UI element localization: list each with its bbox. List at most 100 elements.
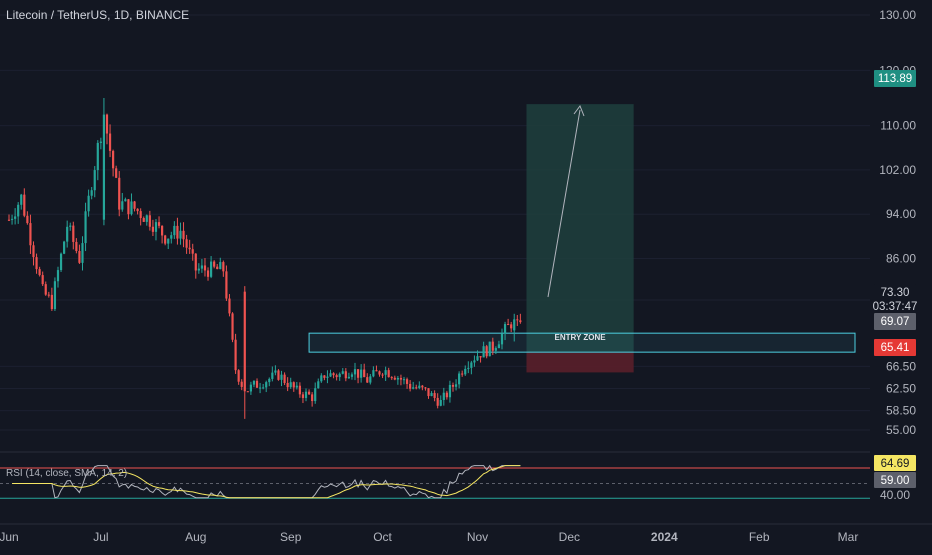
candle-body[interactable] xyxy=(102,114,106,220)
candle-body[interactable] xyxy=(317,381,320,389)
candle-body[interactable] xyxy=(494,348,497,351)
candle-body[interactable] xyxy=(314,388,317,402)
candle-body[interactable] xyxy=(350,374,354,377)
candle-body[interactable] xyxy=(213,261,216,267)
candle-body[interactable] xyxy=(14,216,17,219)
candle-body[interactable] xyxy=(353,369,357,375)
candle-body[interactable] xyxy=(38,269,41,276)
candle-body[interactable] xyxy=(402,379,406,381)
candle-body[interactable] xyxy=(72,225,75,242)
candle-body[interactable] xyxy=(500,333,504,345)
candle-body[interactable] xyxy=(467,367,470,369)
candle-body[interactable] xyxy=(66,226,69,242)
candle-body[interactable] xyxy=(258,387,262,389)
candle-body[interactable] xyxy=(127,199,130,215)
candle-body[interactable] xyxy=(148,215,151,227)
candle-body[interactable] xyxy=(292,382,295,388)
candle-body[interactable] xyxy=(304,391,308,398)
candle-body[interactable] xyxy=(451,384,455,387)
candle-body[interactable] xyxy=(442,392,445,400)
candle-body[interactable] xyxy=(10,218,14,220)
candle-body[interactable] xyxy=(26,215,29,224)
rsi-sma-line[interactable] xyxy=(12,465,521,499)
candle-body[interactable] xyxy=(516,319,519,321)
candle-body[interactable] xyxy=(381,374,384,376)
candle-body[interactable] xyxy=(59,253,63,271)
candle-body[interactable] xyxy=(427,388,430,397)
candle-body[interactable] xyxy=(369,376,372,383)
candle-body[interactable] xyxy=(375,370,378,372)
candle-body[interactable] xyxy=(280,374,283,380)
candle-body[interactable] xyxy=(311,394,314,402)
candle-body[interactable] xyxy=(84,211,87,244)
candle-body[interactable] xyxy=(479,356,482,358)
candle-body[interactable] xyxy=(108,133,112,151)
candle-body[interactable] xyxy=(203,265,207,271)
candle-body[interactable] xyxy=(454,384,458,387)
candle-body[interactable] xyxy=(44,284,47,295)
candle-body[interactable] xyxy=(268,378,271,383)
candle-body[interactable] xyxy=(179,230,182,239)
candle-body[interactable] xyxy=(274,370,277,373)
candle-body[interactable] xyxy=(50,294,53,310)
candle-body[interactable] xyxy=(32,245,35,258)
candle-body[interactable] xyxy=(63,241,66,254)
candle-body[interactable] xyxy=(35,257,38,270)
candle-body[interactable] xyxy=(262,387,265,389)
candle-body[interactable] xyxy=(347,376,350,379)
candle-body[interactable] xyxy=(286,382,289,388)
candle-body[interactable] xyxy=(473,360,476,363)
candle-body[interactable] xyxy=(378,371,381,375)
candle-body[interactable] xyxy=(418,385,421,388)
candle-body[interactable] xyxy=(234,339,237,371)
candle-body[interactable] xyxy=(139,211,142,219)
candle-body[interactable] xyxy=(470,362,473,368)
candle-body[interactable] xyxy=(81,243,84,263)
candle-body[interactable] xyxy=(151,226,155,232)
candle-body[interactable] xyxy=(96,142,99,171)
candle-body[interactable] xyxy=(136,208,139,212)
candle-body[interactable] xyxy=(20,194,23,205)
candle-body[interactable] xyxy=(53,281,57,310)
candle-body[interactable] xyxy=(335,375,338,378)
candle-body[interactable] xyxy=(497,344,501,349)
candle-body[interactable] xyxy=(115,168,118,178)
candle-body[interactable] xyxy=(78,251,81,263)
candle-body[interactable] xyxy=(464,368,467,375)
candle-body[interactable] xyxy=(430,393,433,397)
candle-body[interactable] xyxy=(121,201,124,210)
candle-body[interactable] xyxy=(176,225,179,239)
candle-body[interactable] xyxy=(252,380,256,385)
candle-body[interactable] xyxy=(17,204,20,217)
candle-body[interactable] xyxy=(338,373,341,378)
candle-body[interactable] xyxy=(105,114,109,134)
candle-body[interactable] xyxy=(476,356,479,361)
candle-body[interactable] xyxy=(323,375,326,378)
candle-body[interactable] xyxy=(326,376,329,378)
candle-body[interactable] xyxy=(173,225,176,236)
candle-body[interactable] xyxy=(222,262,225,272)
candle-body[interactable] xyxy=(448,384,452,398)
candle-body[interactable] xyxy=(439,399,442,406)
candle-body[interactable] xyxy=(90,190,93,196)
candle-body[interactable] xyxy=(458,373,461,385)
candle-body[interactable] xyxy=(237,370,240,382)
candle-body[interactable] xyxy=(409,383,412,389)
candle-body[interactable] xyxy=(277,370,280,380)
candle-body[interactable] xyxy=(372,370,375,377)
candle-body[interactable] xyxy=(182,230,185,240)
candle-body[interactable] xyxy=(118,177,121,210)
candle-body[interactable] xyxy=(507,324,510,326)
candle-body[interactable] xyxy=(231,313,234,340)
candle-body[interactable] xyxy=(99,141,102,143)
candle-body[interactable] xyxy=(56,270,60,282)
candle-body[interactable] xyxy=(23,194,26,216)
candle-body[interactable] xyxy=(112,150,115,169)
candle-body[interactable] xyxy=(41,275,44,285)
candle-body[interactable] xyxy=(255,380,259,388)
candle-body[interactable] xyxy=(332,373,335,376)
candle-body[interactable] xyxy=(393,377,396,380)
candle-body[interactable] xyxy=(249,384,253,392)
candle-body[interactable] xyxy=(47,294,50,296)
